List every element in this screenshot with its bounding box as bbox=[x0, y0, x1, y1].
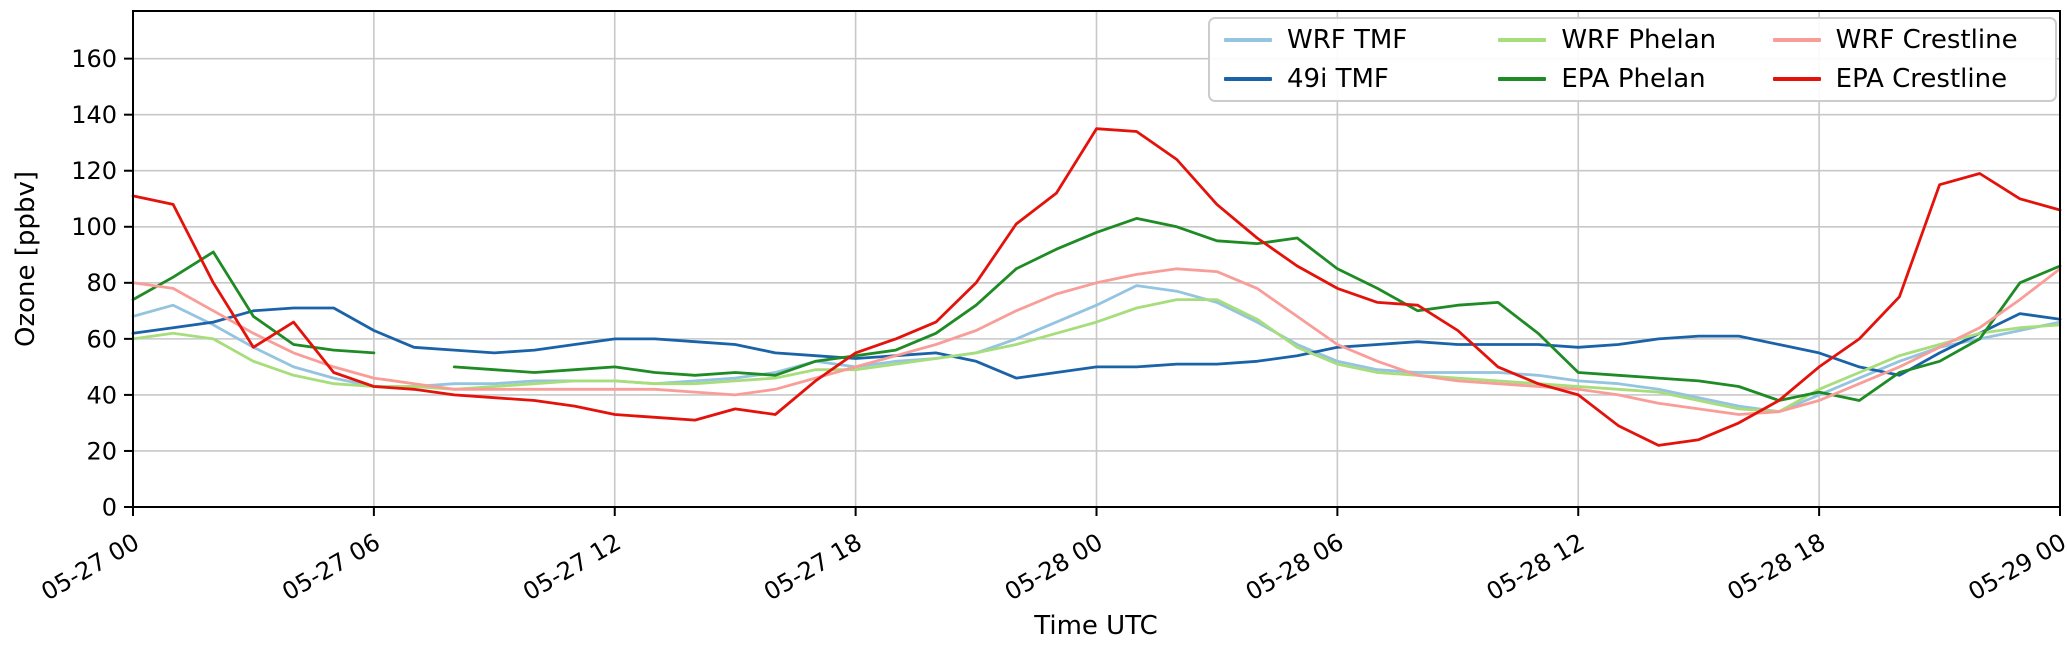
y-tick-label: 140 bbox=[71, 101, 117, 129]
legend-entry-49i-tmf: 49i TMF bbox=[1224, 66, 1498, 92]
legend-swatch-epa-crestline bbox=[1772, 76, 1821, 81]
legend-label: EPA Crestline bbox=[1835, 63, 2008, 94]
legend-swatch-wrf-phelan bbox=[1498, 38, 1547, 43]
x-tick-label: 05-27 06 bbox=[277, 528, 384, 606]
chart-legend: WRF TMF 49i TMF WRF Phelan EPA Phelan WRF Cr… bbox=[1208, 17, 2057, 102]
y-axis-label: Ozone [ppbv] bbox=[11, 171, 41, 347]
legend-entry-epa-crestline: EPA Crestline bbox=[1772, 63, 2047, 94]
x-axis-label: Time UTC bbox=[1033, 611, 1157, 641]
legend-entry-wrf-crestline: WRF Crestline bbox=[1772, 25, 2047, 56]
y-tick-label: 20 bbox=[86, 437, 117, 465]
legend-label: EPA Phelan bbox=[1561, 63, 1706, 94]
x-tick-label: 05-29 00 bbox=[1964, 528, 2067, 606]
legend-swatch-wrf-tmf bbox=[1224, 38, 1272, 43]
legend-label: 49i TMF bbox=[1287, 63, 1389, 94]
legend-entry-wrf-phelan: WRF Phelan bbox=[1498, 27, 1772, 53]
x-tick-label: 05-28 06 bbox=[1241, 528, 1348, 606]
y-tick-label: 100 bbox=[71, 213, 117, 241]
legend-entry-wrf-tmf: WRF TMF bbox=[1224, 27, 1498, 53]
series-line-wrf-crestline bbox=[131, 267, 2062, 416]
legend-swatch-epa-phelan bbox=[1498, 76, 1547, 81]
y-tick-label: 80 bbox=[86, 269, 117, 297]
legend-swatch-49i-tmf bbox=[1224, 76, 1272, 81]
x-tick-label: 05-28 18 bbox=[1723, 528, 1830, 606]
series-line-49i-tmf bbox=[131, 306, 2062, 380]
legend-swatch-wrf-crestline bbox=[1772, 38, 1821, 43]
x-tick-label: 05-27 18 bbox=[759, 528, 866, 606]
y-tick-label: 60 bbox=[86, 325, 117, 353]
legend-label: WRF Crestline bbox=[1835, 25, 2018, 56]
series-line-wrf-tmf bbox=[131, 284, 2062, 414]
y-tick-label: 40 bbox=[86, 381, 117, 409]
series-line-epa-crestline bbox=[131, 127, 2062, 447]
y-tick-label: 0 bbox=[102, 493, 117, 521]
y-tick-label: 120 bbox=[71, 157, 117, 185]
x-tick-label: 05-27 12 bbox=[518, 528, 625, 606]
x-tick-label: 05-27 00 bbox=[37, 528, 144, 606]
series-line-epa-phelan bbox=[131, 217, 2062, 402]
y-tick-label: 160 bbox=[71, 45, 117, 73]
legend-label: WRF TMF bbox=[1287, 25, 1408, 56]
x-tick-label: 05-28 12 bbox=[1482, 528, 1589, 606]
legend-label: WRF Phelan bbox=[1561, 25, 1717, 56]
legend-entry-epa-phelan: EPA Phelan bbox=[1498, 66, 1772, 92]
x-tick-label: 05-28 00 bbox=[1000, 528, 1107, 606]
